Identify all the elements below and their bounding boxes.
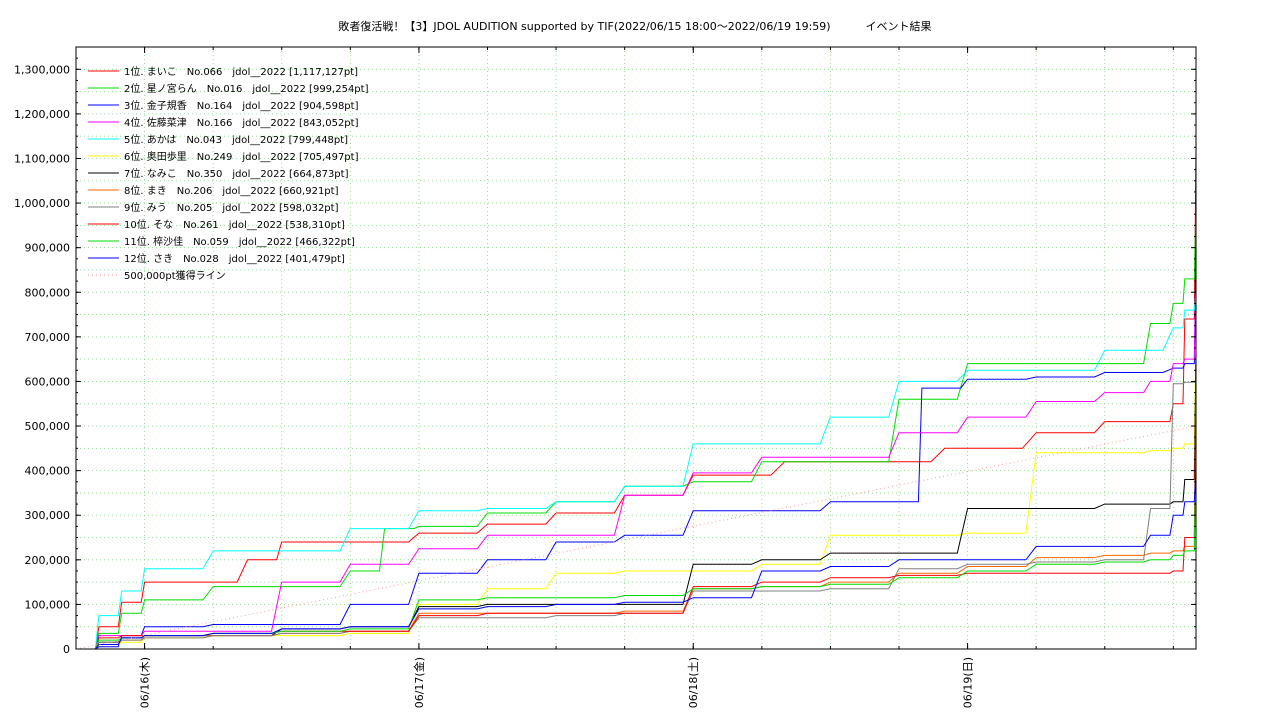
y-tick-label: 800,000 xyxy=(25,286,71,299)
legend-label: 6位. 奥田歩里 No.249 jdol__2022 [705,497pt] xyxy=(124,150,359,163)
legend-label: 500,000pt獲得ライン xyxy=(124,269,226,282)
legend-label: 9位. みう No.205 jdol__2022 [598,032pt] xyxy=(124,201,339,214)
grid xyxy=(76,46,1196,649)
legend-label: 3位. 金子規香 No.164 jdol__2022 [904,598pt] xyxy=(124,99,359,112)
y-tick-label: 400,000 xyxy=(25,465,71,478)
legend-label: 8位. まき No.206 jdol__2022 [660,921pt] xyxy=(124,184,339,197)
y-tick-label: 600,000 xyxy=(25,375,71,388)
legend-label: 5位. あかは No.043 jdol__2022 [799,448pt] xyxy=(124,133,348,146)
y-tick-label: 900,000 xyxy=(25,242,71,255)
series-lines xyxy=(75,150,1197,650)
legend-label: 11位. 椊沙佳 No.059 jdol__2022 [466,322pt] xyxy=(124,235,355,248)
axes: 0 100,000 200,000 300,000 400,000 500,000 600,… xyxy=(14,46,1196,708)
y-tick-label: 1,300,000 xyxy=(14,63,70,76)
y-tick-label: 1,000,000 xyxy=(14,197,70,210)
plot-background xyxy=(76,47,1196,649)
legend-label: 10位. そな No.261 jdol__2022 [538,310pt] xyxy=(124,218,345,231)
y-tick-label: 200,000 xyxy=(25,554,71,567)
series-line-3 xyxy=(76,245,1197,650)
legend-label: 7位. なみこ No.350 jdol__2022 [664,873pt] xyxy=(124,167,349,180)
y-tick-label: 700,000 xyxy=(25,331,71,344)
series-line-5 xyxy=(76,292,1197,650)
legend-label: 1位. まいこ No.066 jdol__2022 [1,117,127pt] xyxy=(124,65,358,78)
x-tick-label: 06/17(金) xyxy=(412,657,426,708)
legend-label: 4位. 佐藤菜津 No.166 jdol__2022 [843,052pt] xyxy=(124,116,359,129)
y-tick-label: 300,000 xyxy=(25,509,71,522)
y-tick-label: 1,100,000 xyxy=(14,152,70,165)
y-tick-label: 100,000 xyxy=(25,598,71,611)
x-tick-label: 06/18(土) xyxy=(687,657,700,708)
legend-label: 2位. 星ノ宮らん No.016 jdol__2022 [999,254pt] xyxy=(124,82,369,95)
series-line-1 xyxy=(76,150,1197,650)
y-tick-label: 0 xyxy=(63,643,70,656)
legend-label: 12位. さき No.028 jdol__2022 [401,479pt] xyxy=(124,252,345,265)
x-tick-label: 06/19(日) xyxy=(962,657,975,708)
series-line-4 xyxy=(76,273,1197,650)
chart-title: 敗者復活戦！【3】JDOL AUDITION supported by TIF(… xyxy=(338,20,932,33)
series-line-12 xyxy=(76,469,1197,650)
legend: 1位. まいこ No.066 jdol__2022 [1,117,127pt] 2… xyxy=(88,65,369,282)
y-tick-label: 500,000 xyxy=(25,420,71,433)
x-tick-label: 06/16(木) xyxy=(139,657,152,708)
y-tick-label: 1,200,000 xyxy=(14,108,70,121)
